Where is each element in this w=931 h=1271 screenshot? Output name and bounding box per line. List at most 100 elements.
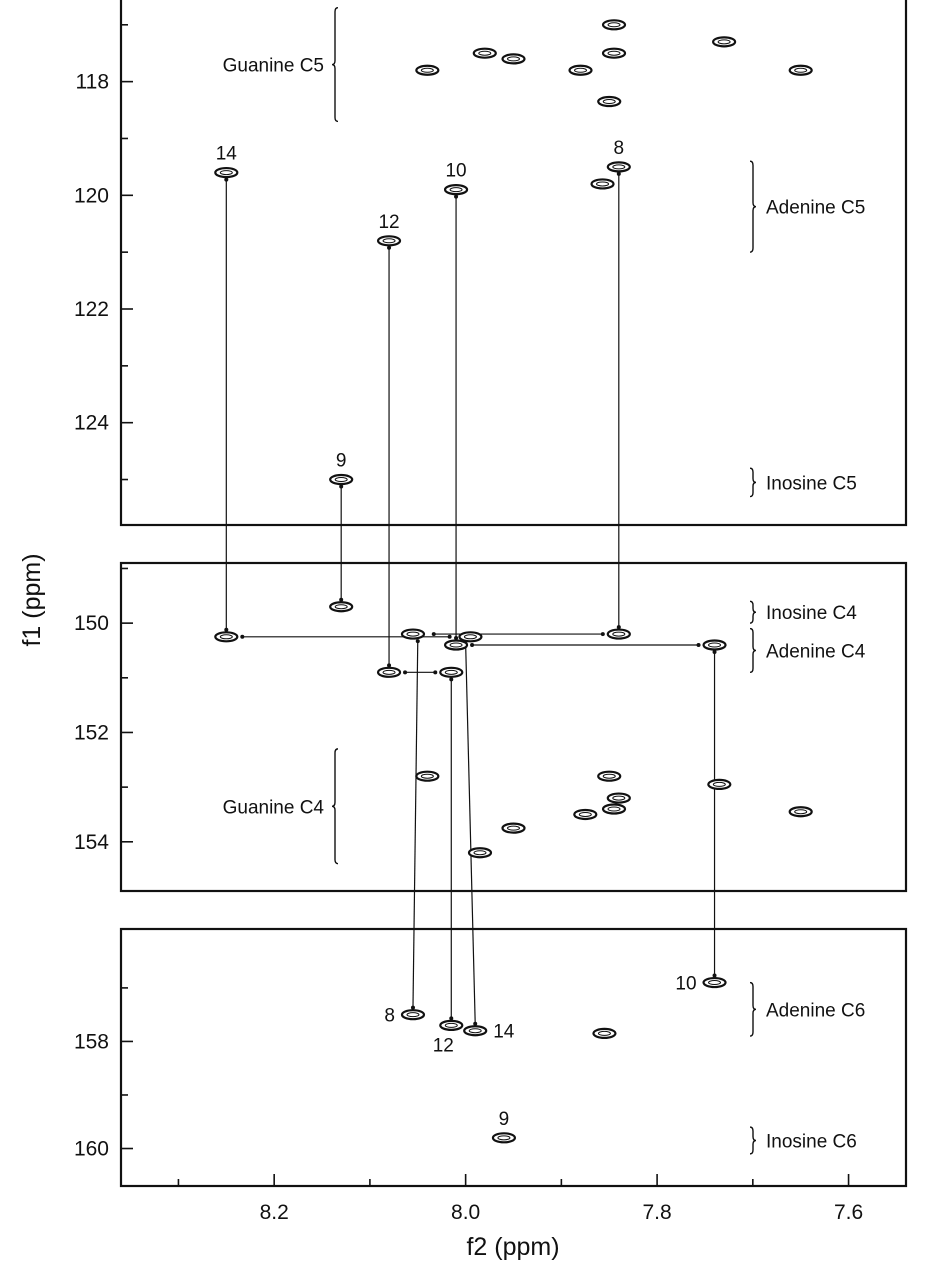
x-tick-label: 7.6 — [834, 1201, 863, 1224]
peak-contour-inner — [334, 604, 348, 610]
peak-label: 14 — [216, 144, 238, 165]
peak-contour-inner — [607, 22, 621, 28]
peak-contour — [707, 778, 732, 791]
connectivity-dot — [600, 632, 605, 637]
x-tick-label: 7.8 — [642, 1201, 671, 1224]
peak-contour-inner — [444, 1022, 458, 1028]
peak-label: 9 — [499, 1109, 510, 1130]
peak-contour-inner — [612, 631, 626, 637]
group-label: Adenine C4 — [766, 641, 866, 662]
peak-contour-inner — [420, 67, 434, 73]
peak-contour — [329, 601, 354, 613]
peak-contour — [590, 178, 615, 190]
peak-contour — [601, 19, 627, 31]
group-bracket — [749, 1126, 757, 1155]
connectivity-dot — [447, 634, 452, 639]
connectivity-dot — [224, 177, 229, 182]
group-label: Inosine C5 — [766, 473, 857, 494]
peak-contour-inner — [574, 67, 588, 73]
peak-contour — [788, 64, 813, 76]
connectivity-dot — [470, 643, 475, 647]
peak-contour — [214, 631, 239, 643]
peak-contour — [439, 666, 464, 678]
x-axis-title: f2 (ppm) — [466, 1233, 559, 1261]
peak-contour — [472, 47, 497, 59]
connectivity-dot — [473, 1021, 478, 1026]
peak-contour-inner — [478, 50, 492, 56]
panel-frame — [119, 927, 908, 1188]
peak-contour — [467, 847, 493, 859]
peak-contour — [415, 770, 440, 782]
peak-contour-inner — [444, 669, 458, 675]
group-bracket — [331, 748, 339, 865]
y-tick-label: 118 — [76, 71, 109, 94]
peak-contour — [329, 473, 354, 486]
connectivity-dot — [240, 634, 245, 639]
peak-contour — [606, 161, 631, 173]
peak-contour-inner — [219, 634, 233, 640]
peak-contour — [443, 184, 469, 196]
peak-label: 10 — [445, 161, 466, 182]
connectivity-dot — [431, 632, 436, 637]
peak-contour — [501, 822, 526, 834]
peak-contour-inner — [382, 238, 396, 244]
y-axis-title: f1 (ppm) — [18, 553, 46, 646]
y-tick-label: 158 — [74, 1030, 109, 1053]
peak-contour-inner — [420, 773, 434, 779]
x-tick-label: 8.2 — [260, 1201, 289, 1224]
peak-contour — [601, 803, 627, 815]
peak-contour-inner — [463, 634, 477, 640]
peak-contour-inner — [794, 67, 808, 73]
peak-contour-inner — [607, 806, 621, 812]
peak-contour-inner — [449, 187, 463, 193]
group-bracket — [749, 981, 757, 1037]
peak-contour — [592, 1027, 617, 1040]
group-bracket — [749, 467, 757, 498]
peak-contour — [443, 639, 469, 651]
group-label: Adenine C5 — [766, 198, 865, 219]
peak-contour-inner — [708, 980, 722, 986]
connectivity-dot — [410, 1005, 415, 1010]
peak-contour-inner — [507, 825, 520, 831]
peak-contour-inner — [406, 631, 420, 637]
connectivity-dot — [339, 597, 344, 602]
peak-contour-inner — [794, 809, 808, 815]
connectivity-dot — [387, 245, 392, 250]
peak-contour — [214, 166, 239, 179]
peak-contour-inner — [602, 773, 616, 779]
connectivity-dot — [712, 650, 717, 654]
peak-contour — [573, 808, 598, 821]
peak-label: 14 — [493, 1022, 515, 1043]
group-bracket — [749, 600, 757, 624]
peak-contour — [439, 1019, 464, 1031]
connectivity-dot — [616, 171, 621, 176]
peak-contour-inner — [578, 811, 592, 817]
peak-contour-inner — [468, 1028, 482, 1034]
peak-contour — [458, 631, 483, 643]
peak-contour-inner — [712, 781, 726, 787]
peak-contour — [597, 770, 622, 782]
peak-contour-inner — [612, 164, 626, 170]
peak-contour — [601, 47, 627, 59]
x-tick-label: 8.0 — [451, 1201, 480, 1224]
y-tick-label: 122 — [74, 298, 109, 321]
group-bracket — [749, 627, 757, 674]
peak-contour-inner — [334, 477, 348, 483]
group-label: Inosine C6 — [766, 1131, 857, 1152]
group-bracket — [749, 160, 757, 253]
peak-contour — [702, 976, 727, 989]
connectivity-dot — [696, 643, 701, 647]
panel-frame — [119, 0, 908, 527]
peak-contour — [400, 1009, 426, 1021]
group-label: Inosine C4 — [766, 603, 857, 624]
peak-label: 9 — [336, 451, 347, 472]
peak-contour-inner — [449, 642, 463, 648]
connectivity-dot — [712, 973, 717, 978]
peak-contour — [712, 36, 737, 48]
connectivity-dot — [433, 670, 438, 675]
y-tick-label: 150 — [74, 612, 109, 635]
peak-label: 8 — [614, 138, 625, 159]
panel-frame — [119, 561, 908, 893]
connectivity-dot — [403, 670, 408, 675]
peak-contour — [568, 64, 593, 76]
